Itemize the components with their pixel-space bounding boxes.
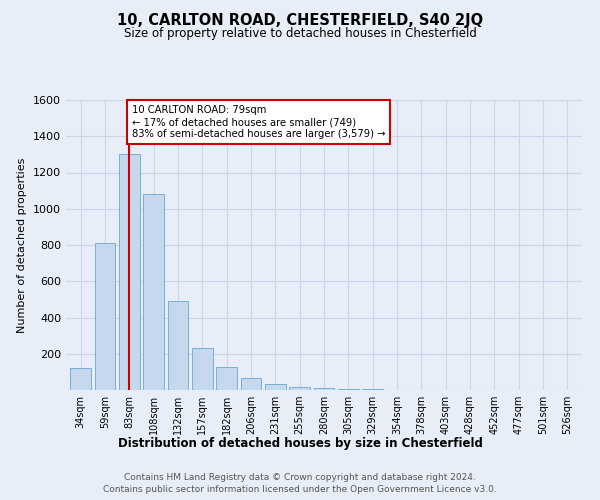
Text: 10 CARLTON ROAD: 79sqm
← 17% of detached houses are smaller (749)
83% of semi-de: 10 CARLTON ROAD: 79sqm ← 17% of detached… [132, 106, 385, 138]
Text: Contains public sector information licensed under the Open Government Licence v3: Contains public sector information licen… [103, 485, 497, 494]
Bar [265, 384, 286, 390]
Text: Contains HM Land Registry data © Crown copyright and database right 2024.: Contains HM Land Registry data © Crown c… [124, 472, 476, 482]
Bar [241, 378, 262, 390]
Bar [119, 154, 140, 390]
Bar [167, 301, 188, 390]
Text: Distribution of detached houses by size in Chesterfield: Distribution of detached houses by size … [118, 438, 482, 450]
Bar [216, 368, 237, 390]
Bar [289, 388, 310, 390]
Text: 10, CARLTON ROAD, CHESTERFIELD, S40 2JQ: 10, CARLTON ROAD, CHESTERFIELD, S40 2JQ [117, 12, 483, 28]
Bar [143, 194, 164, 390]
Bar [314, 388, 334, 390]
Text: Size of property relative to detached houses in Chesterfield: Size of property relative to detached ho… [124, 28, 476, 40]
Bar [338, 389, 359, 390]
Bar [95, 243, 115, 390]
Bar [192, 348, 212, 390]
Y-axis label: Number of detached properties: Number of detached properties [17, 158, 28, 332]
Bar [70, 368, 91, 390]
